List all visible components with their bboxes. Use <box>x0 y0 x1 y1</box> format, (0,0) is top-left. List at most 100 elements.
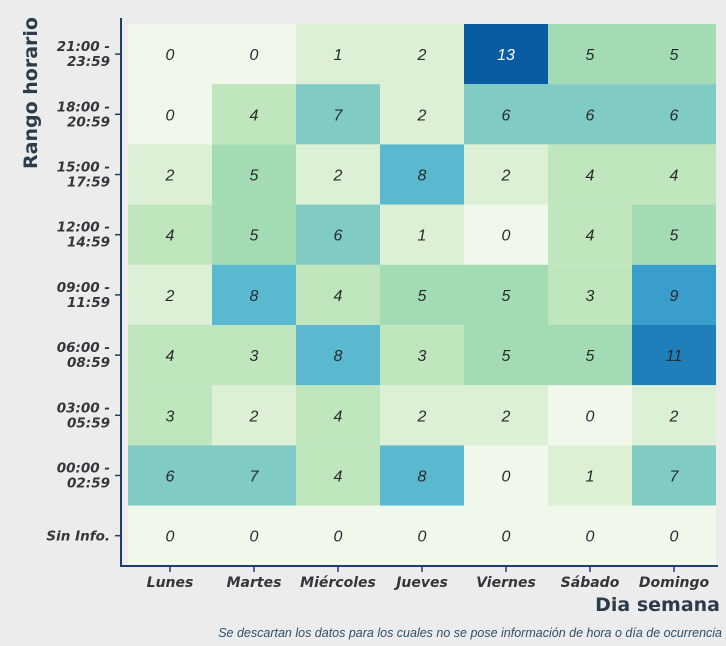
x-tick-label: Viernes <box>476 575 536 591</box>
cell-value-label: 0 <box>586 408 595 425</box>
y-tick-label-line: 18:00 - <box>57 99 110 115</box>
heatmap-cell <box>632 204 716 265</box>
heatmap-cell <box>212 445 296 506</box>
heatmap-cell <box>464 144 548 205</box>
heatmap-cell <box>464 24 548 85</box>
heatmap-cell <box>212 84 296 145</box>
heatmap-cell <box>380 204 464 265</box>
y-tick-label: 03:00 -05:59 <box>57 400 110 431</box>
cell-value-label: 4 <box>250 107 259 124</box>
y-tick-label-line: 00:00 - <box>57 461 110 477</box>
cell-value-label: 6 <box>166 469 175 486</box>
y-tick-label: 21:00 -23:59 <box>57 39 110 70</box>
cell-value-label: 2 <box>165 288 175 305</box>
y-tick-label: 09:00 -11:59 <box>57 280 110 311</box>
cell-value-label: 5 <box>502 348 511 365</box>
heatmap-cell <box>632 505 716 566</box>
heatmap-cell <box>128 385 212 446</box>
cell-value-label: 11 <box>666 348 683 365</box>
heatmap-cell <box>632 24 716 85</box>
x-tick-label: Domingo <box>639 575 710 591</box>
heatmap-cell <box>128 505 212 566</box>
cell-value-label: 0 <box>586 529 595 546</box>
cell-value-label: 6 <box>670 107 679 124</box>
y-tick-label: Sin Info. <box>46 529 110 545</box>
cell-value-label: 5 <box>670 47 679 64</box>
cell-value-label: 6 <box>334 228 343 245</box>
y-tick-label: 06:00 -08:59 <box>57 340 110 371</box>
y-tick-label-line: 23:59 <box>67 54 110 70</box>
heatmap-cell <box>548 264 632 325</box>
cell-value-label: 5 <box>250 168 259 185</box>
heatmap-cell <box>380 385 464 446</box>
y-tick-label-line: 06:00 - <box>57 340 110 356</box>
heatmap-cell <box>212 264 296 325</box>
cell-value-label: 8 <box>250 288 259 305</box>
heatmap-cell <box>212 505 296 566</box>
cell-value-label: 4 <box>334 408 343 425</box>
y-tick-label-line: 15:00 - <box>57 160 110 176</box>
heatmap-cell <box>128 445 212 506</box>
heatmap-cell <box>632 385 716 446</box>
cell-value-label: 5 <box>586 348 595 365</box>
heatmap-cell <box>548 385 632 446</box>
heatmap-cell <box>632 325 716 386</box>
cell-value-label: 7 <box>250 469 260 486</box>
cell-value-label: 7 <box>670 469 680 486</box>
heatmap-cell <box>632 84 716 145</box>
heatmap-cell <box>548 144 632 205</box>
heatmap-cell <box>296 84 380 145</box>
x-tick-label: Lunes <box>147 575 194 591</box>
cell-value-label: 9 <box>670 288 679 305</box>
cell-value-label: 0 <box>502 469 511 486</box>
heatmap-cell <box>212 325 296 386</box>
cell-value-label: 5 <box>250 228 259 245</box>
cell-value-label: 5 <box>502 288 511 305</box>
heatmap-cell <box>128 204 212 265</box>
cell-value-label: 13 <box>497 47 515 64</box>
cell-value-label: 1 <box>586 469 595 486</box>
cell-value-label: 4 <box>166 348 175 365</box>
cell-value-label: 2 <box>669 408 679 425</box>
cell-value-label: 0 <box>670 529 679 546</box>
heatmap-cell <box>128 144 212 205</box>
cell-value-label: 2 <box>249 408 259 425</box>
cell-value-label: 2 <box>165 168 175 185</box>
heatmap-cell <box>380 84 464 145</box>
heatmap-cell <box>632 264 716 325</box>
caption: Se descartan los datos para los cuales n… <box>218 626 722 640</box>
x-tick-label: Sábado <box>561 575 620 591</box>
cell-value-label: 8 <box>334 348 343 365</box>
cell-value-label: 2 <box>333 168 343 185</box>
cell-value-label: 0 <box>502 228 511 245</box>
heatmap-cell <box>296 505 380 566</box>
heatmap-cell <box>548 505 632 566</box>
heatmap-cell <box>296 445 380 506</box>
y-tick-label-line: 21:00 - <box>57 39 110 55</box>
cell-value-label: 0 <box>166 107 175 124</box>
y-tick-label-line: 20:59 <box>67 114 110 130</box>
cell-value-label: 3 <box>586 288 595 305</box>
heatmap-cell <box>464 84 548 145</box>
heatmap-cell <box>548 24 632 85</box>
cell-value-label: 3 <box>250 348 259 365</box>
heatmap-cell <box>128 264 212 325</box>
heatmap-cell <box>296 24 380 85</box>
y-tick-label-line: 17:59 <box>67 175 110 191</box>
x-tick-labels: Lunes Martes Miércoles Jueves Viernes Sábado D… <box>147 566 710 591</box>
heatmap-cell <box>296 144 380 205</box>
heatmap-cell <box>296 204 380 265</box>
cell-value-label: 4 <box>586 228 595 245</box>
cell-value-label: 0 <box>250 47 259 64</box>
heatmap-cell <box>380 24 464 85</box>
y-tick-label: 00:00 -02:59 <box>57 461 110 492</box>
heatmap-cell <box>296 325 380 386</box>
y-tick-label-line: 05:59 <box>67 415 110 431</box>
y-tick-label: 12:00 -14:59 <box>57 220 110 251</box>
cell-value-label: 4 <box>166 228 175 245</box>
y-axis-title: Rango horario <box>20 17 42 169</box>
y-tick-label-line: 11:59 <box>67 295 110 311</box>
cell-value-label: 8 <box>418 469 427 486</box>
cell-value-label: 4 <box>334 288 343 305</box>
cell-value-label: 6 <box>502 107 511 124</box>
